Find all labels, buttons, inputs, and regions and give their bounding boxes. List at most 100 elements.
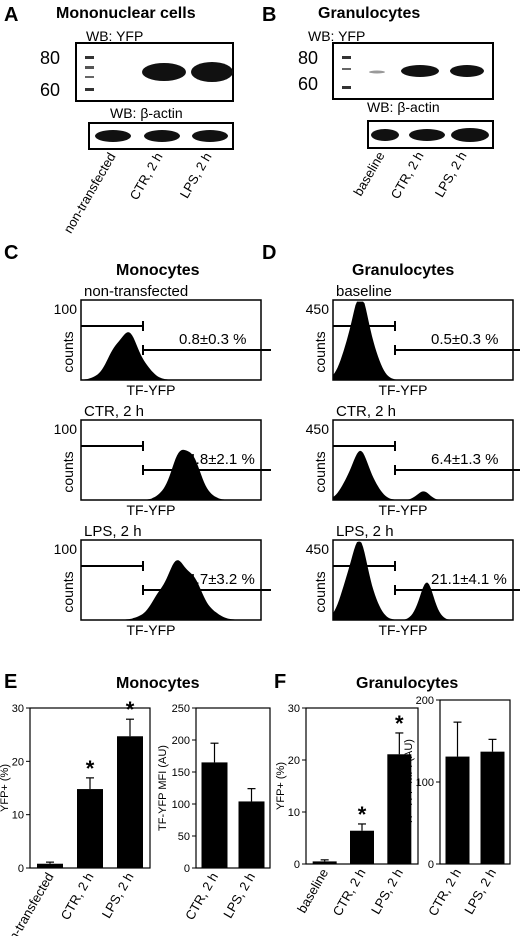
panel-d-hist-2-ymax: 450: [306, 421, 330, 437]
bars-e2-ytick-label-3: 150: [172, 767, 190, 779]
panel-b-yfp-band-lps: [450, 65, 484, 77]
panel-d-hist-1-xlabel: TF-YFP: [379, 382, 428, 398]
bars-e1-significance-star-2: *: [126, 697, 135, 722]
panel-d-hist-3-condition: LPS, 2 h: [336, 523, 394, 540]
panel-e-title: Monocytes: [116, 675, 200, 692]
panel-d-hist-2-ylabel: counts: [312, 451, 328, 492]
panel-b-wb-yfp-label: WB: YFP: [308, 28, 365, 44]
panel-b-ladder: [342, 56, 351, 89]
bars-f2-bar-0: [445, 756, 470, 864]
panel-d-hist-3-percent: 21.1±4.1 %: [431, 571, 507, 588]
bars-f1-bar-2: [387, 754, 412, 864]
bars-f1-bar-0: [312, 861, 337, 864]
panel-c-histograms: non-transfected 100 counts 0.8±0.3 % TF-YFP C…: [54, 283, 271, 638]
panel-d: D Granulocytes baseline 450 counts 0.5±0.3 …: [262, 242, 520, 638]
bars-e2-bar-1: [238, 801, 265, 868]
bars-f2-category-label-0: CTR, 2 h: [425, 866, 464, 919]
bars-e1-category-label-1: CTR, 2 h: [58, 870, 97, 923]
panel-b-yfp-band-baseline: [369, 70, 385, 74]
panel-d-histograms: baseline 450 counts 0.5±0.3 % TF-YFP CTR, 2 h…: [306, 283, 520, 638]
bars-e1-bar-2: [117, 736, 143, 868]
bars-e1-significance-star-1: *: [86, 756, 95, 781]
panel-d-hist-1-ymax: 450: [306, 301, 330, 317]
panel-b-actin-band-2: [409, 129, 445, 141]
bars-f1-bar-1: [350, 830, 374, 864]
panel-b-wb-actin-label: WB: β-actin: [367, 99, 440, 115]
panel-c-hist-1-ymax: 100: [54, 301, 78, 317]
panel-c-hist-3-ylabel: counts: [60, 571, 76, 612]
panel-d-title: Granulocytes: [352, 262, 454, 279]
bars-f1-significance-star-2: *: [395, 711, 404, 736]
bars-e1-bar-0: [37, 863, 63, 868]
panel-c-hist-2-percent: 14.8±2.1 %: [179, 451, 255, 468]
panel-a-wb-yfp-label: WB: YFP: [86, 28, 143, 44]
panel-b-mw-60: 60: [298, 74, 318, 94]
bars-e1-category-label-0: non-transfected: [0, 870, 57, 936]
bars-f1-category-label-0: baseline: [294, 866, 331, 915]
panel-b-actin-band-3: [451, 128, 489, 142]
panel-e-mfi-chart: 0 50 100 150 200 250 TF-YFP MFI (AU) CTR, 2 h LP…: [157, 703, 271, 923]
panel-d-hist-1-condition: baseline: [336, 283, 392, 300]
bars-f1-category-label-2: LPS, 2 h: [368, 866, 406, 917]
bars-f1-ytick-label-1: 10: [288, 807, 300, 819]
bars-e2-ytick-label-2: 100: [172, 799, 190, 811]
bars-e1-ytick-label-3: 30: [12, 703, 24, 715]
panel-e-percent-chart: 0 10 20 30 YFP+ (%) non-transfected * CTR, 2 h *…: [0, 697, 151, 936]
panel-c-hist-1-distribution: [81, 332, 261, 380]
panel-a-mw-60: 60: [40, 80, 60, 100]
bars-f2-ytick-label-1: 100: [416, 777, 434, 789]
panel-c-title: Monocytes: [116, 262, 200, 279]
panel-c: C Monocytes non-transfected 100 counts 0.8±…: [4, 242, 271, 638]
panel-b-yfp-band-ctr: [401, 65, 439, 77]
panel-c-hist-2-distribution: [81, 449, 261, 500]
panel-d-hist-3-ylabel: counts: [312, 571, 328, 612]
panel-f-percent-chart: 0 10 20 30 YFP+ (%) baseline * CTR, 2 h * LPS, 2 …: [275, 703, 419, 919]
bars-f1-category-label-1: CTR, 2 h: [330, 866, 369, 919]
bars-f2-ylabel: TF-YFP MFI (AU): [403, 739, 415, 825]
bars-e1-ytick-label-0: 0: [18, 863, 24, 875]
panel-a-yfp-band-ctr: [142, 63, 186, 81]
panel-a-actin-band-2: [144, 130, 180, 142]
bars-e1-ytick-label-1: 10: [12, 810, 24, 822]
panel-b-lane-label-2: CTR, 2 h: [388, 149, 427, 202]
panel-e: E Monocytes 0 10 20 30 YFP+ (%) non-transfect…: [0, 671, 271, 936]
panel-letter-b: B: [262, 4, 276, 26]
panel-d-hist-1-percent: 0.5±0.3 %: [431, 331, 498, 348]
bars-f1-ytick-label-2: 20: [288, 755, 300, 767]
bars-f2-bar-1: [480, 751, 505, 864]
panel-a-mw-80: 80: [40, 48, 60, 68]
panel-a-title: Mononuclear cells: [56, 5, 196, 22]
panel-d-hist-2-distribution: [333, 450, 513, 500]
panel-c-hist-2-condition: CTR, 2 h: [84, 403, 144, 420]
bars-e2-ytick-label-5: 250: [172, 703, 190, 715]
bars-e2-axes-frame: [195, 707, 271, 869]
panel-c-hist-1-ylabel: counts: [60, 331, 76, 372]
bars-e1-bar-1: [77, 789, 103, 868]
panel-c-hist-3-percent: 24.7±3.2 %: [179, 571, 255, 588]
panel-d-hist-3-xlabel: TF-YFP: [379, 622, 428, 638]
bars-f1-ytick-label-0: 0: [294, 859, 300, 871]
panel-f-title: Granulocytes: [356, 675, 458, 692]
panel-c-hist-1-condition: non-transfected: [84, 283, 188, 300]
panel-c-hist-2-ymax: 100: [54, 421, 78, 437]
panel-c-hist-3-ymax: 100: [54, 541, 78, 557]
panel-d-hist-3-ymax: 450: [306, 541, 330, 557]
panel-c-hist-1-percent: 0.8±0.3 %: [179, 331, 246, 348]
bars-e2-ylabel: TF-YFP MFI (AU): [157, 745, 169, 831]
panel-d-hist-2-percent: 6.4±1.3 %: [431, 451, 498, 468]
panel-a: A Mononuclear cells WB: YFP 80 60 WB: β-…: [4, 4, 234, 236]
bars-f2-ytick-label-0: 0: [428, 859, 434, 871]
panel-a-lane-label-3: LPS, 2 h: [177, 150, 215, 201]
panel-f: F Granulocytes 0 10 20 30 YFP+ (%) baseline * C…: [274, 671, 511, 919]
panel-letter-e: E: [4, 671, 17, 693]
panel-a-actin-band-1: [95, 130, 131, 142]
panel-letter-c: C: [4, 242, 18, 264]
panel-d-hist-3-distribution: [333, 541, 513, 620]
bars-f1-ytick-label-3: 30: [288, 703, 300, 715]
panel-b: B Granulocytes WB: YFP 80 60 WB: β-actin…: [262, 4, 494, 202]
bars-e2-ytick-label-4: 200: [172, 735, 190, 747]
panel-c-hist-2-ylabel: counts: [60, 451, 76, 492]
bars-e1-category-label-2: LPS, 2 h: [99, 870, 137, 921]
